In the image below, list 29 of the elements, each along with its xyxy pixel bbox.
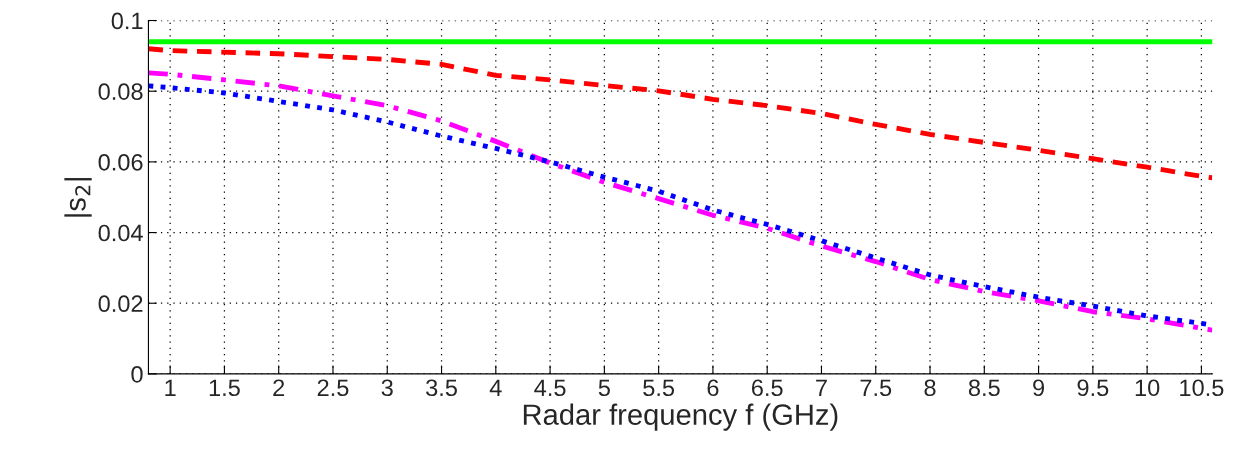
x-tick-label: 7 [816, 379, 827, 396]
x-tick-label: 4.5 [534, 379, 566, 397]
x-tick-label: 6 [707, 379, 719, 397]
y-tick-label: 0.08 [98, 83, 143, 100]
x-tick-label: 2.5 [317, 379, 349, 397]
x-tick-label: 4 [489, 379, 502, 396]
x-tick-label: 5.5 [643, 379, 675, 397]
x-tick-label: 5 [598, 379, 610, 397]
x-tick-label: 6.5 [751, 379, 783, 397]
y-tick-label: 0 [131, 365, 143, 383]
x-tick-label: 1 [165, 379, 176, 396]
x-tick-label: 3.5 [426, 379, 457, 397]
y-tick-label: 0.1 [111, 12, 143, 30]
y-tick-label: 0.06 [98, 153, 143, 171]
y-tick-label: 0.04 [98, 224, 143, 242]
x-tick-label: 9.5 [1077, 379, 1109, 397]
x-tick-label: 1.5 [209, 379, 240, 397]
x-axis-title: Radar frequency f (GHz) [523, 403, 838, 431]
x-tick-label: 9 [1033, 379, 1045, 397]
x-tick-label: 8.5 [968, 379, 1000, 397]
x-tick-label: 2 [273, 379, 285, 396]
line-series [148, 46, 1213, 181]
x-tick-label: 10 [1135, 379, 1160, 397]
x-tick-label: 3 [381, 379, 393, 397]
y-tick-label: 0.02 [98, 295, 143, 313]
x-tick-label: 10.5 [1180, 379, 1224, 397]
x-tick-label: 8 [924, 379, 936, 397]
y-axis-title: |s$_{2}$| [64, 178, 92, 217]
x-tick-label: 7.5 [860, 379, 892, 397]
